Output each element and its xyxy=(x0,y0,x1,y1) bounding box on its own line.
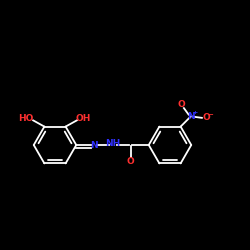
Text: NH: NH xyxy=(105,139,120,148)
Text: N: N xyxy=(90,140,98,149)
Text: −: − xyxy=(208,112,213,117)
Text: OH: OH xyxy=(76,114,91,123)
Text: O: O xyxy=(202,112,210,122)
Text: N: N xyxy=(187,112,194,121)
Text: +: + xyxy=(192,110,198,115)
Text: O: O xyxy=(178,100,186,109)
Text: O: O xyxy=(127,157,134,166)
Text: HO: HO xyxy=(18,114,33,123)
